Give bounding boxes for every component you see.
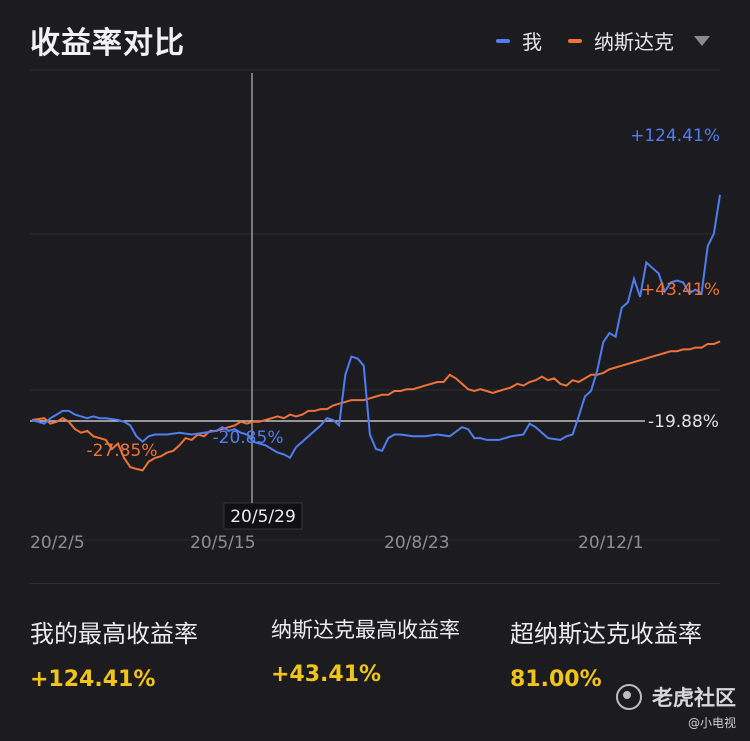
annotation-nasdaq-min: -27.85%	[87, 441, 158, 461]
line-chart[interactable]: -19.88% 20/5/29 +124.41% +43.41% -20.85%…	[0, 60, 750, 560]
gridlines	[30, 69, 720, 541]
legend-label-me: 我	[522, 30, 542, 54]
legend[interactable]: 我 纳斯达克	[470, 26, 710, 55]
legend-swatch-me	[496, 38, 510, 43]
watermark-text: 老虎社区	[652, 686, 736, 710]
stat-label: 我的最高收益率	[30, 620, 198, 648]
crosshair-date-label: 20/5/29	[230, 507, 296, 527]
baseline-label: -19.88%	[648, 412, 719, 432]
stat-value: +43.41%	[271, 662, 382, 687]
x-tick-label: 20/12/1	[578, 533, 644, 553]
triangle-down-icon[interactable]	[694, 35, 710, 46]
stat-nasdaq-max-return: 纳斯达克最高收益率 +43.41%	[271, 614, 460, 687]
x-tick-label: 20/8/23	[384, 533, 450, 553]
annotation-me-min: -20.85%	[213, 428, 284, 448]
annotation-nasdaq-max: +43.41%	[641, 280, 720, 300]
watermark: 老虎社区	[616, 682, 736, 712]
watermark-sub: @小电视	[687, 716, 736, 730]
stat-label: 纳斯达克最高收益率	[271, 618, 460, 642]
legend-item-me[interactable]: 我	[496, 26, 542, 55]
x-tick-label: 20/5/15	[190, 533, 256, 553]
annotation-me-max: +124.41%	[630, 126, 720, 146]
series-line-me	[31, 194, 721, 460]
section-divider	[30, 583, 720, 584]
legend-swatch-nasdaq	[568, 38, 582, 43]
tiger-logo-icon	[616, 684, 642, 710]
chart-title: 收益率对比	[30, 26, 185, 61]
crosshair-date-box	[223, 502, 303, 530]
x-tick-label: 20/2/5	[30, 533, 85, 553]
stat-my-max-return: 我的最高收益率 +124.41%	[30, 614, 198, 692]
legend-label-nasdaq: 纳斯达克	[594, 30, 674, 54]
stat-value: +124.41%	[30, 667, 156, 692]
stat-excess-return: 超纳斯达克收益率 81.00%	[510, 614, 702, 692]
legend-item-nasdaq[interactable]: 纳斯达克	[568, 26, 674, 55]
stat-label: 超纳斯达克收益率	[510, 620, 702, 648]
series-line-nasdaq	[31, 340, 721, 472]
stat-value: 81.00%	[510, 667, 602, 692]
